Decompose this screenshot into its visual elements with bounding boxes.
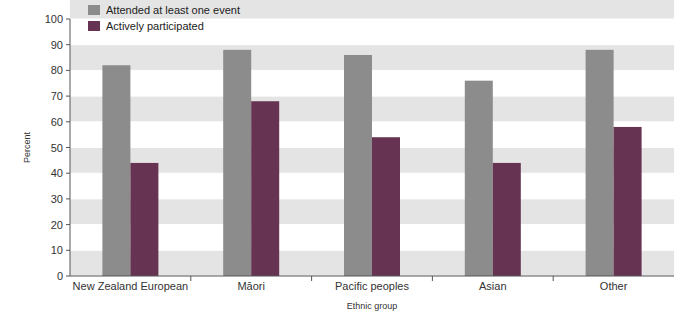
chart: 0 10 20 30 40 50 60 70 80 90 100 New Zealand Europe… — [0, 0, 674, 321]
bar — [465, 81, 493, 276]
bar — [130, 163, 158, 276]
y-tick-label: 40 — [51, 167, 63, 179]
y-axis — [70, 19, 71, 276]
x-tick-label: New Zealand European — [73, 280, 189, 292]
y-tick-label: 70 — [51, 90, 63, 102]
grid-band — [70, 19, 674, 45]
grid-line — [70, 44, 674, 45]
y-tick-label: 20 — [51, 219, 63, 231]
y-tick-label: 80 — [51, 64, 63, 76]
x-separator — [553, 276, 554, 281]
bar — [586, 50, 614, 276]
y-tick — [66, 224, 70, 225]
plot-background — [70, 0, 674, 276]
x-separator — [311, 276, 312, 281]
x-separator — [190, 276, 191, 281]
x-axis-title: Ethnic group — [347, 301, 398, 311]
x-separator — [432, 276, 433, 281]
y-tick — [66, 70, 70, 71]
y-tick-label: 50 — [51, 142, 63, 154]
x-tick-label: Pacific peoples — [335, 280, 409, 292]
y-tick — [66, 173, 70, 174]
bar — [372, 137, 400, 276]
y-tick-label: 30 — [51, 193, 63, 205]
y-tick-label: 100 — [45, 13, 63, 25]
bar — [493, 163, 521, 276]
x-tick-label: Māori — [237, 280, 265, 292]
y-tick-label: 60 — [51, 116, 63, 128]
bar — [102, 65, 130, 276]
y-tick-label: 0 — [57, 270, 63, 282]
y-axis-title: Percent — [22, 131, 32, 163]
bar — [223, 50, 251, 276]
y-tick — [66, 44, 70, 45]
legend-swatch — [88, 21, 100, 31]
legend-label: Attended at least one event — [106, 4, 240, 16]
y-tick — [66, 147, 70, 148]
y-tick — [66, 276, 70, 277]
bar — [614, 127, 642, 276]
legend-label: Actively participated — [106, 20, 204, 32]
y-tick-label: 10 — [51, 244, 63, 256]
y-tick — [66, 198, 70, 199]
bar — [251, 101, 279, 276]
x-axis — [70, 276, 674, 277]
y-tick-label: 90 — [51, 39, 63, 51]
y-tick — [66, 121, 70, 122]
bars — [102, 50, 641, 276]
y-tick — [66, 96, 70, 97]
x-tick-label: Other — [600, 280, 628, 292]
bar — [344, 55, 372, 276]
y-tick — [66, 250, 70, 251]
x-tick-label: Asian — [479, 280, 507, 292]
grid-line — [70, 276, 674, 277]
y-tick — [66, 19, 70, 20]
legend-swatch — [88, 5, 100, 15]
